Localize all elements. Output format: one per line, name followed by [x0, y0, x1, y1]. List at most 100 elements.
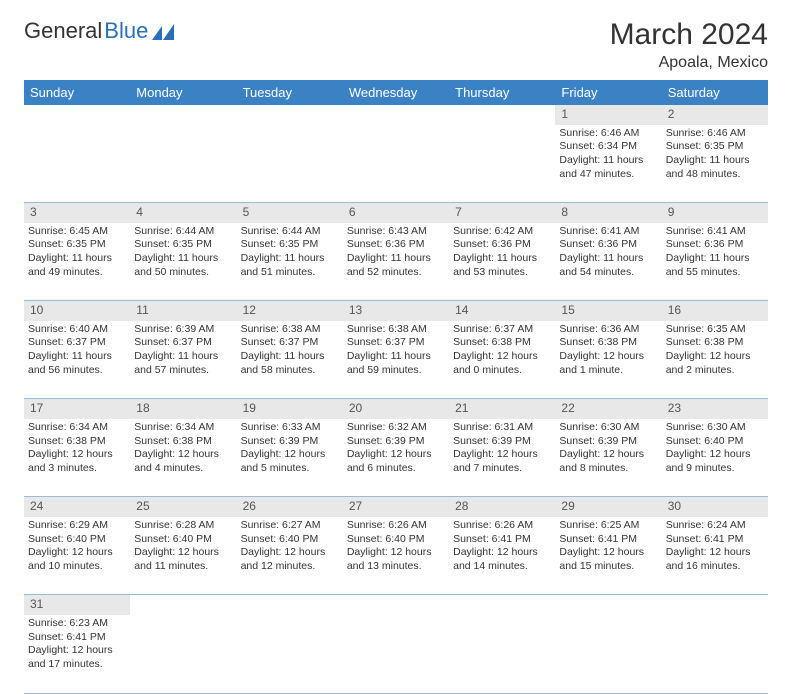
day-cell: Sunrise: 6:34 AMSunset: 6:38 PMDaylight:…: [130, 419, 236, 497]
sunrise-line: Sunrise: 6:45 AM: [28, 225, 126, 239]
day-cell: Sunrise: 6:46 AMSunset: 6:34 PMDaylight:…: [555, 125, 661, 203]
day-number: 31: [24, 595, 130, 615]
sunrise-line: Sunrise: 6:38 AM: [241, 323, 339, 337]
logo-text-2: Blue: [104, 18, 148, 44]
content-row: Sunrise: 6:34 AM Sunset: 6:38 PM Daylight:…: [24, 419, 768, 497]
day-cell: [555, 615, 661, 693]
day-cell-content: Sunrise: 6:26 AMSunset: 6:40 PMDaylight:…: [343, 517, 449, 578]
sunrise-line: Sunrise: 6:29 AM: [28, 519, 126, 533]
day-number: [24, 105, 130, 125]
day-number: 28: [449, 497, 555, 517]
day-number: 25: [130, 497, 236, 517]
day-number: 27: [343, 497, 449, 517]
day-cell: Sunrise: 6:38 AMSunset: 6:37 PMDaylight:…: [237, 321, 343, 399]
day-cell-content: Sunrise: 6:36 AMSunset: 6:38 PMDaylight:…: [555, 321, 661, 382]
title-block: March 2024 Apoala, Mexico: [610, 18, 768, 72]
location: Apoala, Mexico: [610, 54, 768, 72]
sunrise-line: Sunrise: 6:44 AM: [241, 225, 339, 239]
day-cell: Sunrise: 6:27 AMSunset: 6:40 PMDaylight:…: [237, 517, 343, 595]
daylight-line: Daylight: 12 hours and 7 minutes.: [453, 448, 551, 475]
sunrise-line: Sunrise: 6:32 AM: [347, 421, 445, 435]
sunrise-line: Sunrise: 6:46 AM: [666, 127, 764, 141]
day-number: 4: [130, 203, 236, 223]
header: GeneralBlue March 2024 Apoala, Mexico: [24, 18, 768, 72]
day-number: [130, 595, 236, 615]
sunset-line: Sunset: 6:41 PM: [559, 533, 657, 547]
content-row: Sunrise: 6:23 AMSunset: 6:41 PMDaylight:…: [24, 615, 768, 693]
daylight-line: Daylight: 12 hours and 8 minutes.: [559, 448, 657, 475]
day-cell-content: Sunrise: 6:28 AMSunset: 6:40 PMDaylight:…: [130, 517, 236, 578]
content-row: Sunrise: 6:45 AMSunset: 6:35 PMDaylight:…: [24, 223, 768, 301]
day-cell-content: Sunrise: 6:44 AMSunset: 6:35 PMDaylight:…: [237, 223, 343, 284]
day-cell: Sunrise: 6:35 AMSunset: 6:38 PMDaylight:…: [662, 321, 768, 399]
day-cell-content: Sunrise: 6:34 AMSunset: 6:38 PMDaylight:…: [24, 419, 130, 480]
day-cell: Sunrise: 6:39 AMSunset: 6:37 PMDaylight:…: [130, 321, 236, 399]
sunrise-line: Sunrise: 6:34 AM: [28, 421, 126, 435]
day-number: [130, 105, 236, 125]
day-cell-content: Sunrise: 6:26 AMSunset: 6:41 PMDaylight:…: [449, 517, 555, 578]
sunset-line: Sunset: 6:41 PM: [453, 533, 551, 547]
day-cell: Sunrise: 6:28 AMSunset: 6:40 PMDaylight:…: [130, 517, 236, 595]
daylight-line: Daylight: 11 hours and 49 minutes.: [28, 252, 126, 279]
sunset-line: Sunset: 6:39 PM: [559, 435, 657, 449]
sunset-line: Sunset: 6:35 PM: [28, 238, 126, 252]
month-title: March 2024: [610, 18, 768, 52]
sunset-line: Sunset: 6:38 PM: [453, 336, 551, 350]
sunrise-line: Sunrise: 6:23 AM: [28, 617, 126, 631]
sunset-line: Sunset: 6:37 PM: [241, 336, 339, 350]
day-cell: Sunrise: 6:32 AMSunset: 6:39 PMDaylight:…: [343, 419, 449, 497]
day-number: 9: [662, 203, 768, 223]
day-cell-content: Sunrise: 6:46 AMSunset: 6:35 PMDaylight:…: [662, 125, 768, 186]
day-cell: Sunrise: 6:46 AMSunset: 6:35 PMDaylight:…: [662, 125, 768, 203]
sunset-line: Sunset: 6:40 PM: [134, 533, 232, 547]
daylight-line: Daylight: 12 hours and 13 minutes.: [347, 546, 445, 573]
day-number: 20: [343, 399, 449, 419]
daylight-line: Daylight: 11 hours and 58 minutes.: [241, 350, 339, 377]
sunrise-line: Sunrise: 6:30 AM: [559, 421, 657, 435]
sunrise-line: Sunrise: 6:33 AM: [241, 421, 339, 435]
sunset-line: Sunset: 6:38 PM: [134, 435, 232, 449]
day-cell-content: Sunrise: 6:32 AMSunset: 6:39 PMDaylight:…: [343, 419, 449, 480]
day-number: 7: [449, 203, 555, 223]
daylight-line: Daylight: 11 hours and 54 minutes.: [559, 252, 657, 279]
sunset-line: Sunset: 6:39 PM: [241, 435, 339, 449]
daylight-line: Daylight: 11 hours and 48 minutes.: [666, 154, 764, 181]
daylight-line: Daylight: 12 hours and 10 minutes.: [28, 546, 126, 573]
daylight-line: Daylight: 12 hours and 11 minutes.: [134, 546, 232, 573]
day-number: 26: [237, 497, 343, 517]
sunrise-line: Sunrise: 6:31 AM: [453, 421, 551, 435]
day-number: [662, 595, 768, 615]
sunrise-line: Sunrise: 6:26 AM: [453, 519, 551, 533]
day-number: 29: [555, 497, 661, 517]
day-cell: Sunrise: 6:42 AMSunset: 6:36 PMDaylight:…: [449, 223, 555, 301]
day-cell-content: Sunrise: 6:41 AMSunset: 6:36 PMDaylight:…: [555, 223, 661, 284]
day-cell: [343, 125, 449, 203]
daylight-line: Daylight: 12 hours and 17 minutes.: [28, 644, 126, 671]
sunrise-line: Sunrise: 6:40 AM: [28, 323, 126, 337]
day-cell: Sunrise: 6:23 AMSunset: 6:41 PMDaylight:…: [24, 615, 130, 693]
sunset-line: Sunset: 6:37 PM: [28, 336, 126, 350]
sunrise-line: Sunrise: 6:27 AM: [241, 519, 339, 533]
daylight-line: Daylight: 11 hours and 51 minutes.: [241, 252, 339, 279]
daylight-line: Daylight: 12 hours and 5 minutes.: [241, 448, 339, 475]
daylight-line: Daylight: 12 hours and 2 minutes.: [666, 350, 764, 377]
day-cell: Sunrise: 6:26 AMSunset: 6:41 PMDaylight:…: [449, 517, 555, 595]
day-cell-content: Sunrise: 6:31 AMSunset: 6:39 PMDaylight:…: [449, 419, 555, 480]
day-number: 16: [662, 301, 768, 321]
day-number: 6: [343, 203, 449, 223]
day-cell: Sunrise: 6:43 AMSunset: 6:36 PMDaylight:…: [343, 223, 449, 301]
daylight-line: Daylight: 12 hours and 0 minutes.: [453, 350, 551, 377]
day-cell: Sunrise: 6:25 AMSunset: 6:41 PMDaylight:…: [555, 517, 661, 595]
content-row: Sunrise: 6:46 AMSunset: 6:34 PMDaylight:…: [24, 125, 768, 203]
daynum-row: 12: [24, 105, 768, 125]
day-number: 13: [343, 301, 449, 321]
weekday-header: Thursday: [449, 80, 555, 105]
day-cell-content: Sunrise: 6:35 AMSunset: 6:38 PMDaylight:…: [662, 321, 768, 382]
sunset-line: Sunset: 6:36 PM: [666, 238, 764, 252]
day-cell-content: Sunrise: 6:44 AMSunset: 6:35 PMDaylight:…: [130, 223, 236, 284]
content-row: Sunrise: 6:29 AMSunset: 6:40 PMDaylight:…: [24, 517, 768, 595]
day-cell: Sunrise: 6:30 AMSunset: 6:40 PMDaylight:…: [662, 419, 768, 497]
day-cell: Sunrise: 6:44 AMSunset: 6:35 PMDaylight:…: [130, 223, 236, 301]
day-cell: Sunrise: 6:29 AMSunset: 6:40 PMDaylight:…: [24, 517, 130, 595]
daynum-row: 10111213141516: [24, 301, 768, 321]
